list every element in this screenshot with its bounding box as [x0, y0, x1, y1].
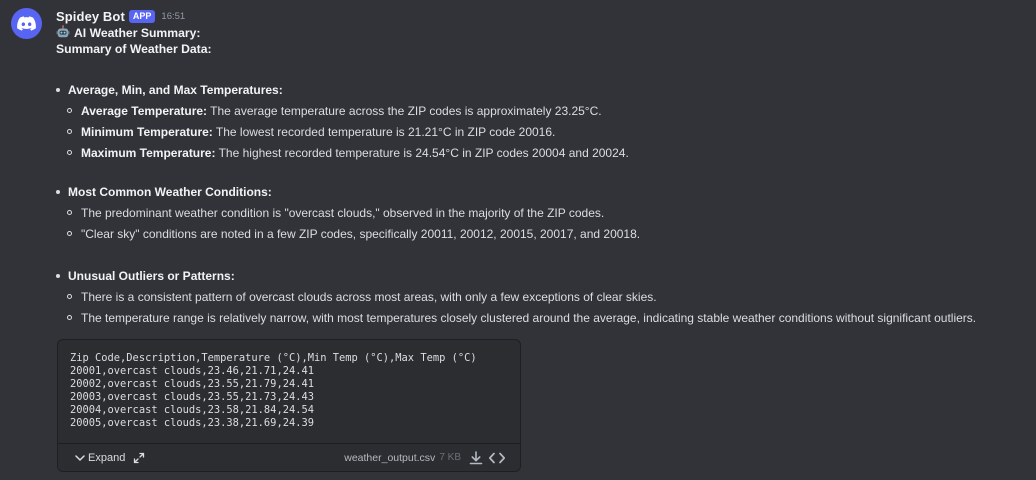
- discord-logo-icon: [17, 16, 36, 31]
- app-badge: APP: [128, 9, 156, 23]
- timestamp[interactable]: 16:51: [161, 10, 186, 22]
- file-size: 7 KB: [439, 452, 461, 463]
- download-icon: [469, 450, 483, 464]
- summary-title: AI Weather Summary:: [74, 26, 201, 40]
- expand-label: Expand: [88, 451, 126, 464]
- section-temperatures: Average, Min, and Max Temperatures: Aver…: [56, 82, 629, 161]
- item-text: The predominant weather condition is "ov…: [81, 206, 605, 220]
- csv-preview: Zip Code,Description,Temperature (°C),Mi…: [70, 352, 477, 430]
- item-label: Maximum Temperature:: [81, 146, 216, 160]
- list-item: Minimum Temperature: The lowest recorded…: [56, 124, 629, 140]
- attachment-file-info: weather_output.csv 7 KB: [344, 450, 506, 466]
- summary-title-line: AI Weather Summary:: [56, 25, 1026, 41]
- item-label: Average Temperature:: [81, 104, 208, 118]
- section-conditions: Most Common Weather Conditions: The pred…: [56, 184, 640, 242]
- message-content: Spidey Bot APP 16:51 AI Weather Summary:…: [56, 8, 1026, 472]
- summary-subtitle: Summary of Weather Data:: [56, 42, 212, 56]
- section-heading: Most Common Weather Conditions:: [56, 184, 640, 200]
- download-button[interactable]: [468, 450, 484, 466]
- file-name[interactable]: weather_output.csv: [344, 451, 436, 464]
- section-outliers: Unusual Outliers or Patterns: There is a…: [56, 268, 976, 326]
- csv-line: 20001,overcast clouds,23.46,21.71,24.41: [70, 365, 314, 377]
- author-name[interactable]: Spidey Bot: [56, 8, 125, 24]
- list-item: "Clear sky" conditions are noted in a fe…: [56, 226, 640, 242]
- csv-line: 20002,overcast clouds,23.55,21.79,24.41: [70, 378, 314, 390]
- code-icon: [488, 452, 506, 463]
- item-text: There is a consistent pattern of overcas…: [81, 290, 657, 304]
- list-item: Maximum Temperature: The highest recorde…: [56, 145, 629, 161]
- expand-arrows-icon[interactable]: [132, 451, 146, 465]
- item-text: The temperature range is relatively narr…: [81, 311, 977, 325]
- file-attachment: Zip Code,Description,Temperature (°C),Mi…: [57, 339, 521, 472]
- list-item: Average Temperature: The average tempera…: [56, 103, 629, 119]
- item-text: The lowest recorded temperature is 21.21…: [212, 125, 556, 139]
- item-text: "Clear sky" conditions are noted in a fe…: [81, 227, 641, 241]
- attachment-footer: Expand weather_output.csv 7 KB: [58, 443, 520, 471]
- csv-line: 20003,overcast clouds,23.55,21.73,24.43: [70, 391, 314, 403]
- csv-line: Zip Code,Description,Temperature (°C),Mi…: [70, 352, 477, 364]
- expand-button[interactable]: Expand: [73, 451, 146, 465]
- section-heading: Unusual Outliers or Patterns:: [56, 268, 976, 284]
- item-text: The average temperature across the ZIP c…: [207, 104, 602, 118]
- chevron-down-icon: [75, 454, 85, 461]
- list-item: The predominant weather condition is "ov…: [56, 205, 640, 221]
- section-heading: Average, Min, and Max Temperatures:: [56, 82, 629, 98]
- robot-icon: [56, 25, 70, 38]
- avatar[interactable]: [11, 8, 42, 39]
- csv-line: 20004,overcast clouds,23.58,21.84,24.54: [70, 404, 314, 416]
- item-text: The highest recorded temperature is 24.5…: [215, 146, 629, 160]
- csv-line: 20005,overcast clouds,23.38,21.69,24.39: [70, 417, 314, 429]
- list-item: There is a consistent pattern of overcas…: [56, 289, 976, 305]
- message-header: Spidey Bot APP 16:51: [56, 8, 1026, 24]
- list-item: The temperature range is relatively narr…: [56, 310, 976, 326]
- item-label: Minimum Temperature:: [81, 125, 213, 139]
- view-code-button[interactable]: [488, 450, 506, 466]
